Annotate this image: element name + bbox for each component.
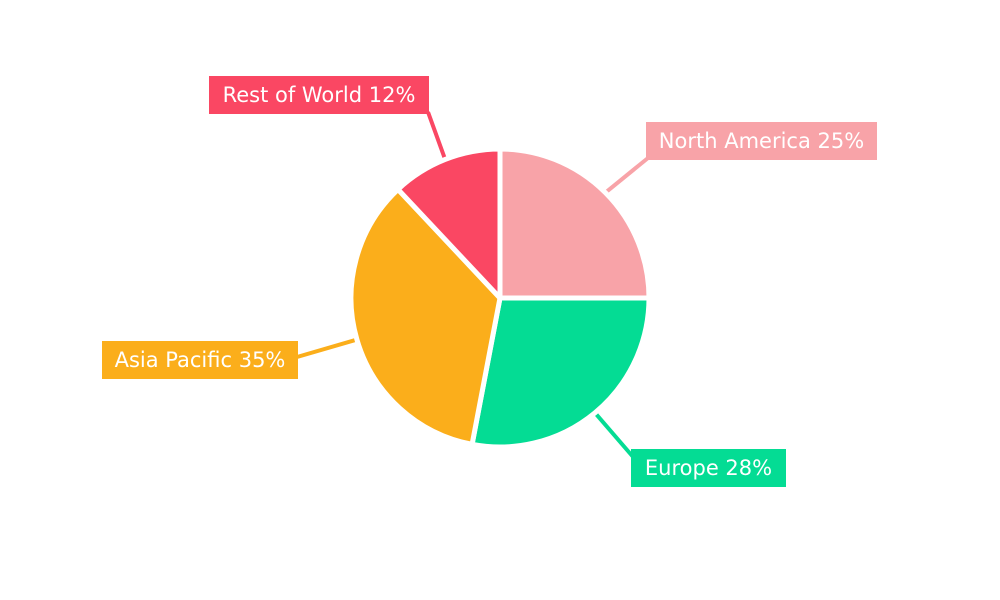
pie-slice-rest-of-world	[395, 146, 503, 301]
pie-slice-europe	[469, 295, 652, 450]
leader-line-asia-pacific	[296, 337, 358, 359]
pie-label-europe: Europe 28%	[631, 449, 786, 487]
pie-label-asia-pacific: Asia Pacific 35%	[102, 341, 298, 379]
leader-line-rest-of-world	[426, 111, 448, 161]
pie-slice-asia-pacific	[348, 186, 503, 447]
pie-label-rest-of-world: Rest of World 12%	[209, 76, 429, 114]
pie-label-north-america: North America 25%	[646, 122, 877, 160]
leader-line-north-america	[604, 156, 650, 195]
leader-line-europe	[593, 411, 636, 460]
pie-slice-north-america	[497, 146, 652, 301]
